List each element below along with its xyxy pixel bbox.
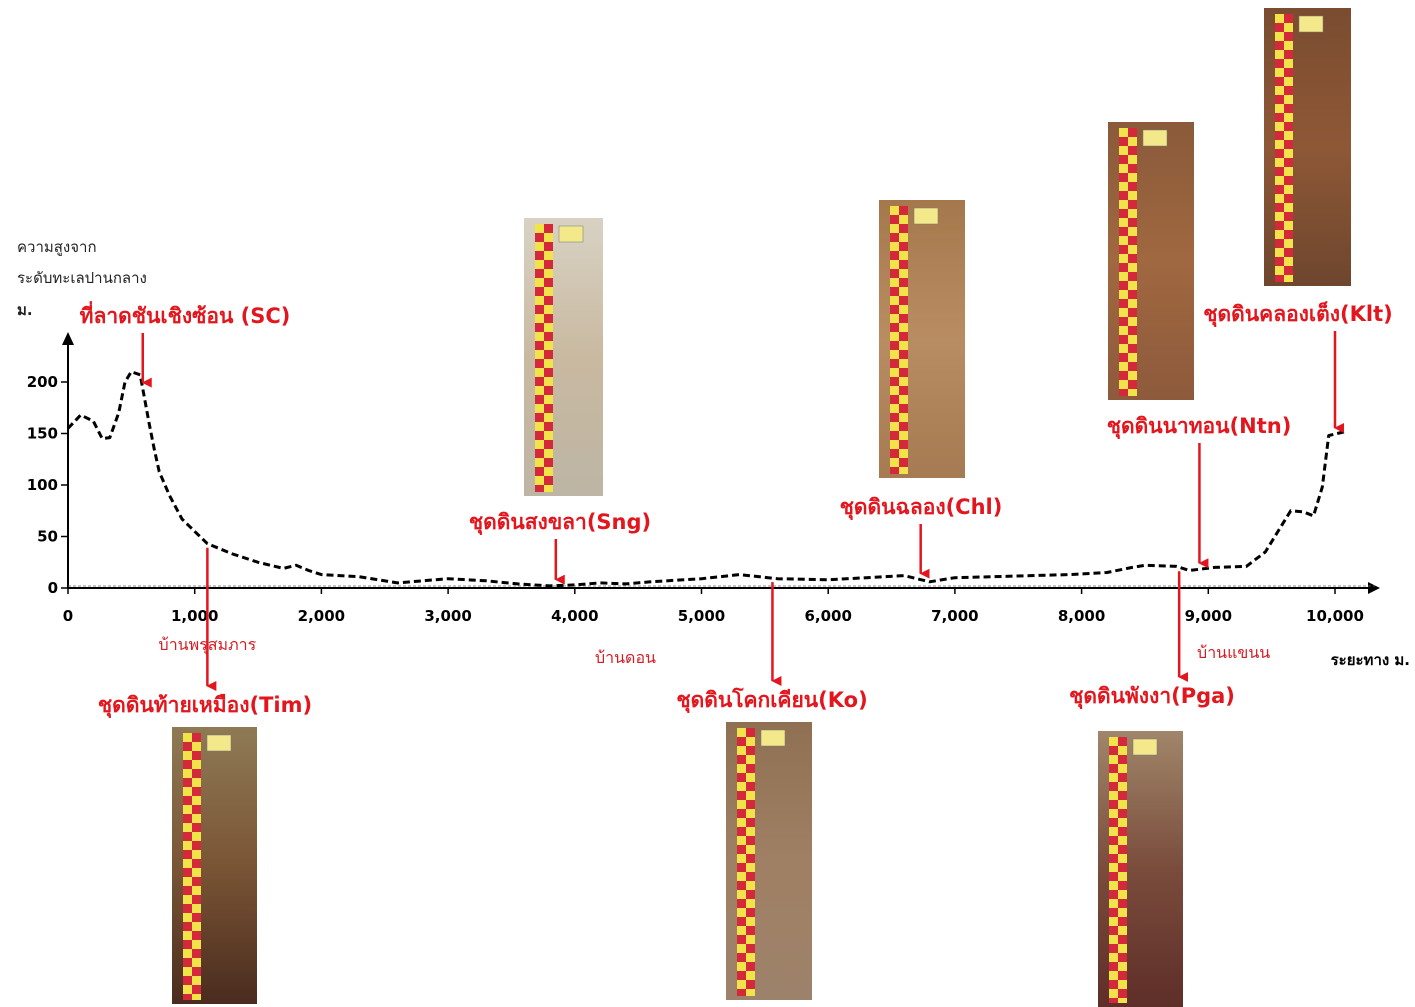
village-label: บ้านพรุสมภาร (159, 635, 257, 655)
x-tick-label: 4,000 (551, 607, 598, 625)
x-tick-label: 2,000 (298, 607, 345, 625)
x-axis-arrow (1368, 582, 1380, 594)
x-tick-label: 7,000 (931, 607, 978, 625)
x-axis-title: ระยะทาง ม. (1331, 651, 1410, 669)
y-tick-label: 200 (27, 373, 58, 391)
x-tick-label: 0 (63, 607, 73, 625)
soil-series-label: ชุดดินนาทอน(Ntn) (1107, 414, 1292, 440)
soil-profile-photo-tim (172, 727, 257, 1004)
y-tick-label: 100 (27, 476, 58, 494)
soil-series-label: ชุดดินโคกเคียน(Ko) (676, 687, 867, 714)
soil-series-label: ที่ลาดชันเชิงซ้อน (SC) (80, 300, 291, 328)
soil-profile-photo-sng (524, 218, 603, 496)
soil-series-label: ชุดดินพังงา(Pga) (1069, 684, 1235, 710)
soil-profile-photo-pga (1098, 731, 1183, 1007)
y-tick-label: 150 (27, 425, 58, 443)
x-tick-label: 1,000 (171, 607, 218, 625)
y-axis-title-line-3: ม. (17, 301, 33, 319)
y-tick-label: 50 (37, 528, 58, 546)
village-label: บ้านแขนน (1197, 643, 1270, 662)
x-tick-label: 6,000 (804, 607, 851, 625)
y-tick-label: 0 (48, 579, 58, 597)
soil-series-label: ชุดดินฉลอง(Chl) (840, 495, 1003, 521)
soil-profile-photo-chl (879, 200, 965, 478)
y-axis-arrow (62, 332, 74, 345)
elevation-line (66, 370, 1348, 588)
soil-series-label: ชุดดินสงขลา(Sng) (469, 510, 651, 536)
x-tick-label: 10,000 (1306, 607, 1364, 625)
soil-profile-photo-ko (726, 722, 812, 1000)
soil-series-label: ชุดดินคลองเต็ง(Klt) (1203, 300, 1392, 328)
soil-profile-photo-ntn (1108, 122, 1194, 400)
x-tick-label: 8,000 (1058, 607, 1105, 625)
village-label: บ้านดอน (595, 648, 656, 667)
x-tick-label: 3,000 (424, 607, 471, 625)
y-axis-title-line-1: ความสูงจาก (17, 238, 97, 256)
x-tick-label: 9,000 (1185, 607, 1232, 625)
x-tick-label: 5,000 (678, 607, 725, 625)
y-axis-title-line-2: ระดับทะเลปานกลาง (17, 269, 147, 287)
soil-series-label: ชุดดินท้ายเหมือง(Tim) (98, 693, 312, 719)
soil-profile-photo-klt (1264, 8, 1351, 286)
